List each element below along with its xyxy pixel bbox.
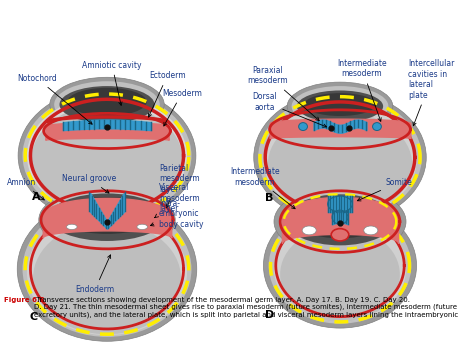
Text: Intercellular
cavities in
lateral
plate: Intercellular cavities in lateral plate bbox=[407, 59, 453, 126]
Ellipse shape bbox=[67, 224, 77, 229]
Ellipse shape bbox=[292, 198, 386, 238]
Ellipse shape bbox=[56, 197, 157, 234]
Text: D: D bbox=[265, 310, 274, 320]
Ellipse shape bbox=[263, 105, 416, 217]
Text: Intermediate
mesoderm: Intermediate mesoderm bbox=[336, 59, 386, 121]
Ellipse shape bbox=[18, 88, 196, 223]
Text: A: A bbox=[32, 192, 41, 202]
Ellipse shape bbox=[279, 191, 400, 252]
Ellipse shape bbox=[54, 81, 159, 128]
Ellipse shape bbox=[263, 203, 416, 328]
Ellipse shape bbox=[27, 96, 187, 215]
Text: Transverse sections showing development of the mesodermal germ layer. A. Day 17.: Transverse sections showing development … bbox=[34, 297, 459, 318]
Ellipse shape bbox=[298, 122, 307, 131]
Text: Amnion: Amnion bbox=[7, 178, 44, 200]
Ellipse shape bbox=[257, 95, 421, 220]
Ellipse shape bbox=[50, 77, 164, 132]
Ellipse shape bbox=[17, 197, 196, 341]
Text: Ectoderm: Ectoderm bbox=[148, 71, 185, 117]
Text: B: B bbox=[265, 193, 273, 203]
Ellipse shape bbox=[44, 192, 170, 248]
Ellipse shape bbox=[286, 82, 392, 131]
Text: Intra-
embryonic
body cavity: Intra- embryonic body cavity bbox=[150, 199, 203, 229]
Ellipse shape bbox=[27, 210, 187, 335]
Text: Mesoderm: Mesoderm bbox=[162, 89, 202, 126]
Ellipse shape bbox=[253, 91, 425, 223]
Ellipse shape bbox=[59, 86, 154, 123]
Text: Amniotic cavity: Amniotic cavity bbox=[82, 61, 141, 105]
Ellipse shape bbox=[302, 226, 315, 235]
Ellipse shape bbox=[22, 201, 191, 337]
Ellipse shape bbox=[31, 104, 182, 216]
Text: Notochord: Notochord bbox=[17, 74, 92, 124]
Ellipse shape bbox=[291, 86, 387, 127]
Text: Somite: Somite bbox=[357, 178, 412, 201]
Text: Neural groove: Neural groove bbox=[62, 174, 116, 193]
Ellipse shape bbox=[137, 224, 147, 229]
Text: Intermediate
mesoderm: Intermediate mesoderm bbox=[230, 167, 295, 209]
Ellipse shape bbox=[67, 88, 146, 116]
Ellipse shape bbox=[49, 193, 165, 241]
Text: Visceral
mesoderm
layer: Visceral mesoderm layer bbox=[154, 183, 199, 218]
Ellipse shape bbox=[33, 222, 180, 334]
Text: Figure 6.8: Figure 6.8 bbox=[4, 297, 45, 303]
Text: Paraxial
mesoderm: Paraxial mesoderm bbox=[247, 66, 319, 121]
Text: C: C bbox=[29, 312, 38, 322]
Text: Dorsal
aorta: Dorsal aorta bbox=[252, 93, 326, 127]
Ellipse shape bbox=[267, 111, 411, 217]
Text: Parietal
mesoderm
layer: Parietal mesoderm layer bbox=[159, 164, 199, 208]
Ellipse shape bbox=[372, 122, 381, 131]
Ellipse shape bbox=[296, 91, 382, 122]
Ellipse shape bbox=[22, 91, 191, 220]
Ellipse shape bbox=[274, 186, 405, 257]
Ellipse shape bbox=[363, 226, 377, 235]
Ellipse shape bbox=[274, 216, 405, 322]
Ellipse shape bbox=[303, 93, 375, 116]
Text: Endoderm: Endoderm bbox=[75, 255, 114, 294]
Ellipse shape bbox=[330, 229, 348, 241]
Ellipse shape bbox=[280, 227, 399, 322]
Ellipse shape bbox=[39, 187, 175, 253]
Ellipse shape bbox=[268, 208, 410, 324]
Ellipse shape bbox=[285, 194, 394, 245]
